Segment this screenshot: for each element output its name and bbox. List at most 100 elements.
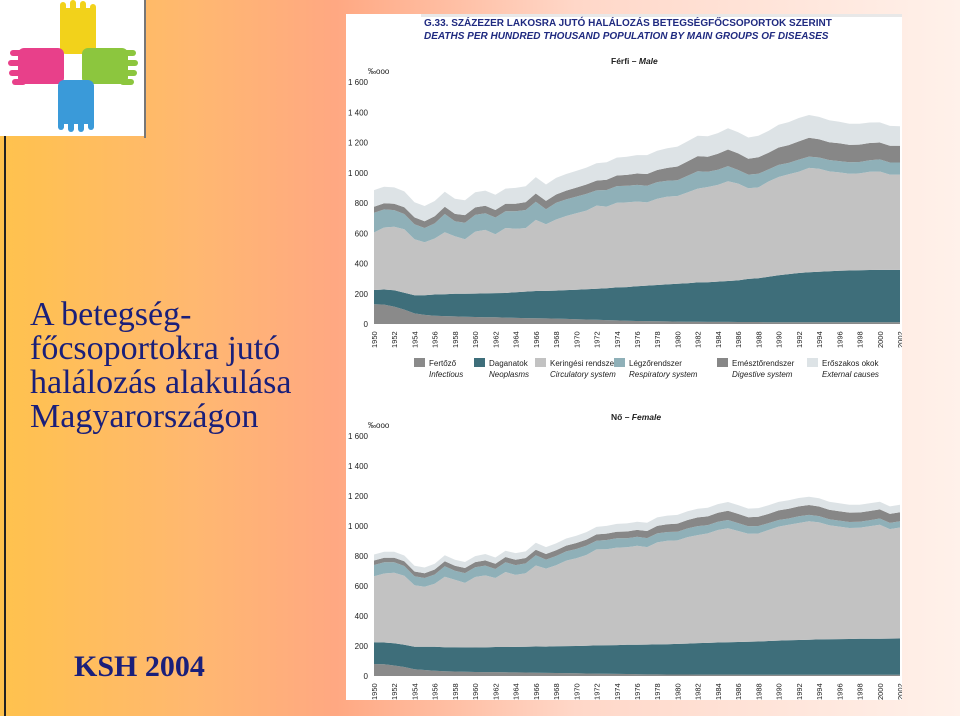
chart-legend: Fertőző Infectious Daganatok Neoplasms Kerin… xyxy=(414,358,879,379)
x-tick-label: 1962 xyxy=(491,683,500,700)
legend-label-en: Infectious xyxy=(429,370,463,379)
x-tick-label: 1966 xyxy=(532,683,541,700)
y-tick-label: 600 xyxy=(355,582,369,591)
x-tick-label: 1984 xyxy=(714,683,723,700)
y-tick-label: 800 xyxy=(355,552,369,561)
x-tick-label: 1980 xyxy=(674,683,683,700)
legend-swatch xyxy=(717,358,728,367)
x-tick-label: 1996 xyxy=(835,683,844,700)
green-hand-icon xyxy=(82,48,138,85)
area-series-0 xyxy=(374,304,900,324)
area-series-5 xyxy=(374,496,900,574)
x-tick-label: 1986 xyxy=(734,331,743,348)
x-tick-label: 1992 xyxy=(795,683,804,700)
legend-label: Daganatok xyxy=(489,359,529,368)
x-tick-label: 1970 xyxy=(572,331,581,348)
legend-swatch xyxy=(807,358,818,367)
x-tick-label: 1956 xyxy=(431,331,440,348)
chart-title: G.33. SZÁZEZER LAKOSRA JUTÓ HALÁLOZÁS BE… xyxy=(424,16,832,29)
area-series-3 xyxy=(374,514,900,587)
panel-label: Nő – Female xyxy=(611,412,661,422)
area-series-4 xyxy=(374,137,900,228)
y-tick-label: 1 400 xyxy=(348,108,369,117)
area-series-2 xyxy=(374,521,900,648)
x-tick-label: 1988 xyxy=(754,683,763,700)
x-tick-label: 1968 xyxy=(552,683,561,700)
x-tick-label: 1986 xyxy=(734,683,743,700)
legend-swatch xyxy=(614,358,625,367)
y-tick-label: 0 xyxy=(364,320,369,329)
x-tick-label: 1962 xyxy=(491,331,500,348)
legend-label: Fertőző xyxy=(429,359,457,368)
x-tick-label: 1992 xyxy=(795,331,804,348)
x-tick-label: 1952 xyxy=(390,331,399,348)
x-tick-label: 1996 xyxy=(835,331,844,348)
header-band xyxy=(421,14,902,17)
x-tick-label: 1972 xyxy=(593,331,602,348)
x-tick-label: 1960 xyxy=(471,331,480,348)
legend-label-en: Digestive system xyxy=(732,370,793,379)
y-tick-label: 200 xyxy=(355,290,369,299)
x-tick-label: 1988 xyxy=(754,331,763,348)
y-tick-label: 400 xyxy=(355,612,369,621)
x-tick-label: 1978 xyxy=(653,683,662,700)
chart-panel-0: Férfi – Male ‰ooo 0 200 400 600 800 1 000 1 200 1… xyxy=(348,56,902,348)
x-tick-label: 1980 xyxy=(674,331,683,348)
hands-cross-logo xyxy=(8,0,138,132)
area-series-2 xyxy=(374,167,900,296)
y-tick-label: 1 600 xyxy=(348,432,369,441)
title-line: főcsoportokra jutó xyxy=(30,330,281,367)
y-tick-label: 1 600 xyxy=(348,78,369,87)
area-series-0 xyxy=(374,664,900,676)
area-series-4 xyxy=(374,505,900,578)
chart-figure: G.33. SZÁZEZER LAKOSRA JUTÓ HALÁLOZÁS BE… xyxy=(348,14,902,700)
x-tick-label: 1998 xyxy=(856,683,865,700)
legend-label: Emésztőrendszer xyxy=(732,359,795,368)
legend-label: Keringési rendszer xyxy=(550,359,617,368)
x-tick-label: 2000 xyxy=(876,683,885,700)
x-tick-label: 1984 xyxy=(714,331,723,348)
y-unit-label: ‰ooo xyxy=(368,421,390,430)
legend-label-en: Respiratory system xyxy=(629,370,698,379)
legend-label-en: Circulatory system xyxy=(550,370,616,379)
x-tick-label: 1974 xyxy=(613,683,622,700)
yellow-hand-icon xyxy=(60,0,96,54)
area-series-1 xyxy=(374,269,900,323)
x-tick-label: 1982 xyxy=(694,683,703,700)
y-tick-label: 0 xyxy=(364,672,369,681)
x-tick-label: 1954 xyxy=(411,683,420,700)
x-tick-label: 1990 xyxy=(775,331,784,348)
chart-subtitle: DEATHS PER HUNDRED THOUSAND POPULATION B… xyxy=(424,31,829,42)
y-tick-label: 1 200 xyxy=(348,139,369,148)
x-tick-label: 1968 xyxy=(552,331,561,348)
x-tick-label: 1990 xyxy=(775,683,784,700)
title-line: Magyarországon xyxy=(30,398,259,435)
chart-panel-1: Nő – Female ‰ooo 0 200 400 600 800 1 000 1 200 1 … xyxy=(348,412,902,700)
legend-swatch xyxy=(535,358,546,367)
x-tick-label: 1976 xyxy=(633,331,642,348)
frame-line xyxy=(4,136,6,716)
chart-panel: G.33. SZÁZEZER LAKOSRA JUTÓ HALÁLOZÁS BE… xyxy=(346,14,902,700)
slide-title: A betegség- főcsoportokra jutó halálozás… xyxy=(30,298,350,434)
x-tick-label: 1978 xyxy=(653,331,662,348)
x-tick-label: 1952 xyxy=(390,683,399,700)
x-tick-label: 1970 xyxy=(572,683,581,700)
y-tick-label: 200 xyxy=(355,642,369,651)
frame-line xyxy=(144,0,146,138)
x-tick-label: 2000 xyxy=(876,331,885,348)
x-tick-label: 1966 xyxy=(532,331,541,348)
x-tick-label: 1960 xyxy=(471,683,480,700)
x-tick-label: 1956 xyxy=(431,683,440,700)
title-line: halálozás alakulása xyxy=(30,364,292,401)
x-tick-label: 1954 xyxy=(411,331,420,348)
x-tick-label: 1982 xyxy=(694,331,703,348)
legend-swatch xyxy=(414,358,425,367)
chart-panels: Férfi – Male ‰ooo 0 200 400 600 800 1 000 1 200 1… xyxy=(348,56,902,700)
x-tick-label: 1950 xyxy=(370,331,379,348)
x-tick-label: 1972 xyxy=(593,683,602,700)
legend-label-en: Neoplasms xyxy=(489,370,529,379)
logo-area xyxy=(0,0,144,136)
area-series-3 xyxy=(374,156,900,243)
title-line: A betegség- xyxy=(30,296,192,333)
legend-label: Légzőrendszer xyxy=(629,359,682,368)
